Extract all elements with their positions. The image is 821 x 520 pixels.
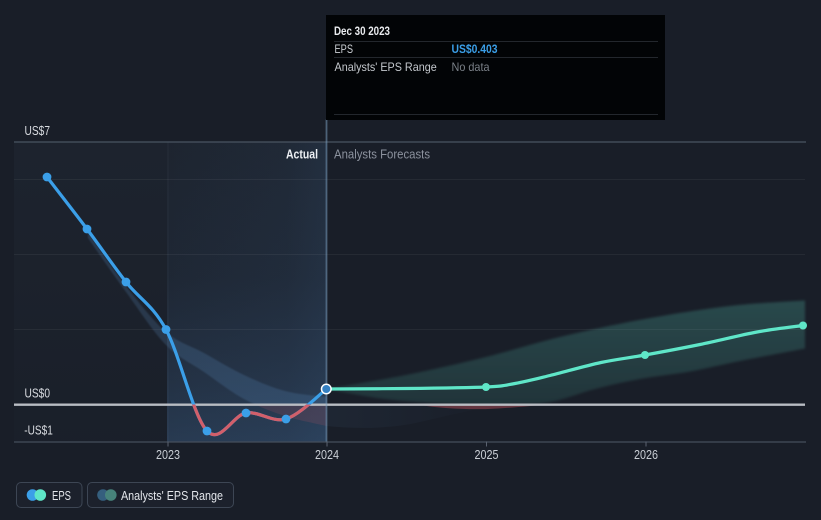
svg-text:-US$1: -US$1 (24, 424, 53, 438)
svg-text:2024: 2024 (315, 448, 339, 462)
svg-text:EPS: EPS (52, 488, 71, 503)
svg-text:Analysts Forecasts: Analysts Forecasts (334, 148, 430, 162)
svg-text:US$0: US$0 (25, 387, 51, 401)
svg-text:2025: 2025 (475, 448, 499, 462)
svg-text:2023: 2023 (156, 448, 180, 462)
svg-text:Actual: Actual (286, 148, 318, 162)
svg-text:US$7: US$7 (25, 124, 51, 138)
svg-text:Analysts' EPS Range: Analysts' EPS Range (121, 488, 223, 503)
svg-text:Analysts' EPS Range: Analysts' EPS Range (335, 60, 437, 74)
svg-text:EPS: EPS (335, 42, 354, 56)
svg-text:2026: 2026 (634, 448, 658, 462)
svg-text:No data: No data (452, 60, 490, 74)
svg-text:US$0.403: US$0.403 (452, 42, 498, 56)
svg-text:Dec 30 2023: Dec 30 2023 (334, 24, 390, 38)
